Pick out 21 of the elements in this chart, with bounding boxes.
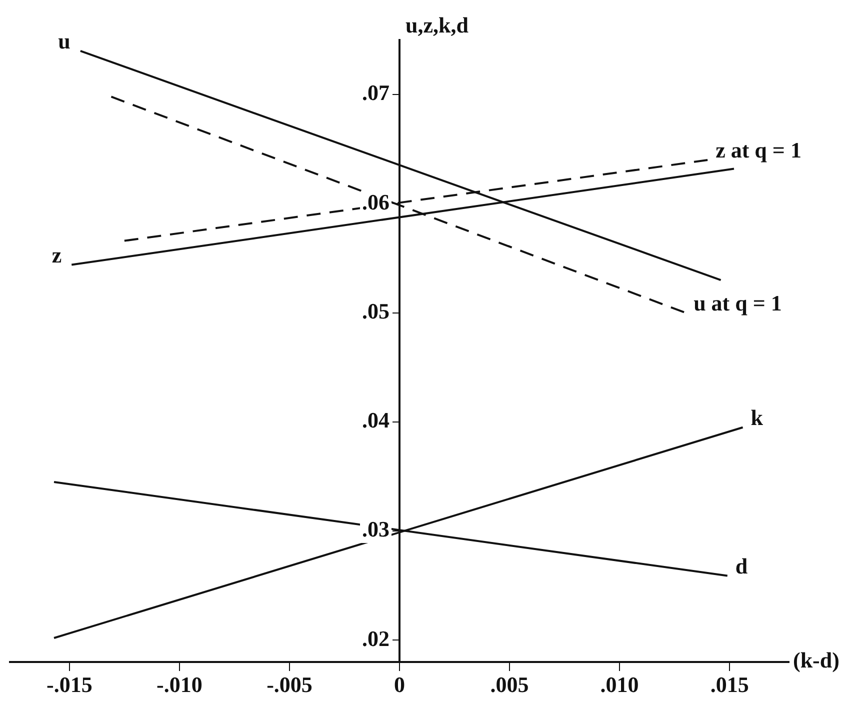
x-tick-label: -.015	[46, 672, 92, 697]
x-tick-label: -.010	[156, 672, 202, 697]
series-label: k	[750, 405, 764, 430]
y-tick-label: .02	[362, 626, 390, 651]
series-label: z	[52, 242, 62, 268]
x-tick-label: .010	[600, 672, 639, 697]
y-tick-label: .06	[362, 189, 390, 214]
y-tick-label: .04	[362, 408, 390, 433]
x-tick-label: 0	[394, 672, 405, 697]
x-tick-label: .005	[490, 672, 529, 697]
x-axis-title: (k-d)	[793, 648, 840, 673]
y-tick-label: .03	[362, 516, 390, 542]
y-axis-title: u,z,k,d	[406, 12, 468, 38]
series-label: d	[735, 553, 748, 578]
y-tick-label: .07	[362, 80, 390, 106]
x-tick-label: -.005	[266, 672, 312, 697]
series-label: u at q = 1	[694, 290, 782, 316]
series-label: u	[58, 28, 70, 54]
y-tick-label: .05	[362, 298, 390, 324]
series-label: z at q = 1	[716, 138, 802, 163]
x-tick-label: .015	[710, 672, 749, 697]
